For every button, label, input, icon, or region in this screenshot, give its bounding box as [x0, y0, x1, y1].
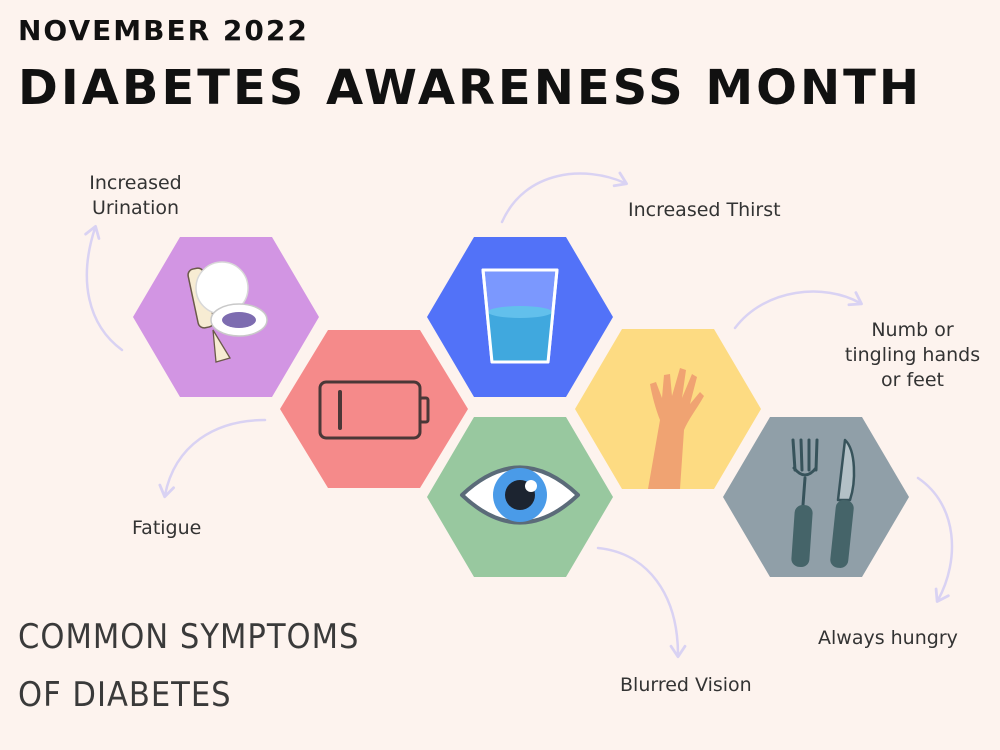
label-vision: Blurred Vision — [620, 674, 752, 696]
arrow-hungry — [916, 476, 954, 603]
low-battery-icon — [318, 380, 430, 440]
arrow-thirst — [500, 171, 628, 224]
hexagon-hungry-shape — [723, 417, 909, 577]
water-glass-icon — [481, 268, 559, 364]
label-hungry: Always hungry — [818, 627, 958, 649]
hand-icon — [648, 368, 704, 489]
arrow-vision — [596, 546, 687, 659]
label-urination: Increased Urination — [89, 172, 182, 219]
hexagon-numb — [575, 329, 761, 489]
page-title: DIABETES AWARENESS MONTH — [18, 60, 923, 116]
label-fatigue: Fatigue — [132, 517, 202, 539]
fork-knife-icon — [791, 438, 856, 568]
hexagon-thirst — [427, 237, 613, 397]
eye-icon — [460, 465, 580, 525]
label-numb: Numb or tingling hands or feet — [844, 319, 981, 391]
arrow-fatigue — [158, 418, 267, 499]
footer-subtitle: COMMON SYMPTOMS OF DIABETES — [18, 617, 360, 715]
arrow-urination — [84, 224, 124, 352]
hexagon-hungry — [723, 417, 909, 577]
date-kicker: NOVEMBER 2022 — [18, 14, 309, 47]
arrow-numb — [733, 290, 863, 330]
hexagon-fatigue — [280, 330, 468, 488]
toilet-icon — [187, 261, 268, 363]
hexagon-fatigue-shape — [280, 330, 468, 488]
hexagon-urination — [133, 237, 319, 397]
label-thirst: Increased Thirst — [628, 199, 781, 221]
hexagon-vision — [427, 417, 613, 577]
